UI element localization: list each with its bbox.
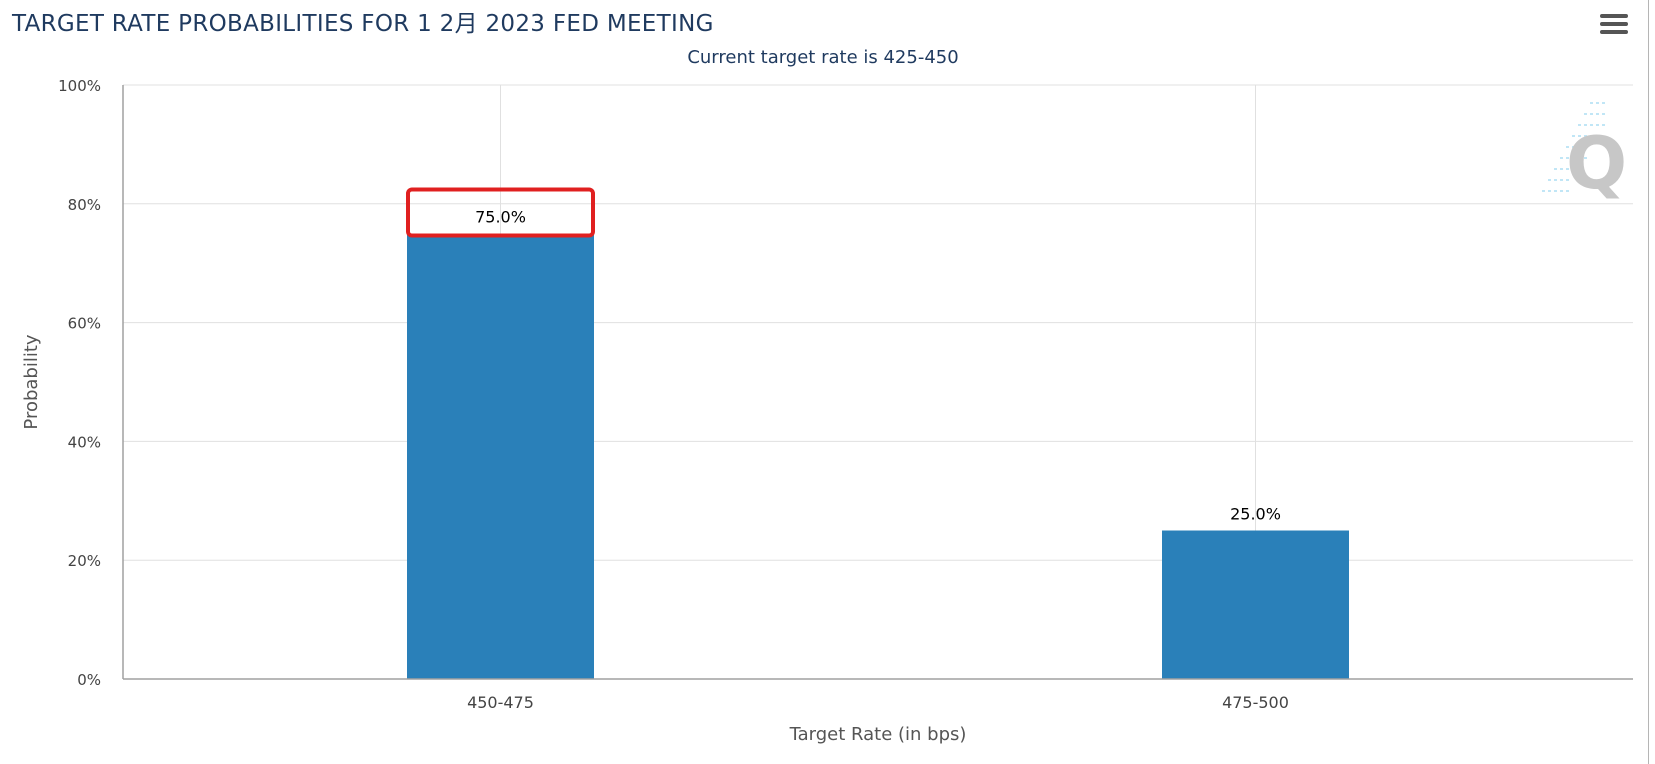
x-axis-title: Target Rate (in bps) [789, 724, 967, 745]
bar-475-500 [1162, 530, 1349, 679]
y-axis-title: Probability [21, 334, 42, 429]
x-tick-label: 475-500 [1222, 693, 1289, 712]
data-label: 75.0% [475, 208, 526, 227]
highlight-box [406, 187, 595, 238]
y-tick-label: 20% [68, 552, 101, 570]
y-tick-label: 100% [58, 77, 101, 95]
y-tick-label: 60% [68, 315, 101, 333]
y-tick-label: 80% [68, 196, 101, 214]
page-title: TARGET RATE PROBABILITIES FOR 1 2月 2023 … [12, 11, 714, 37]
data-label: 25.0% [1230, 505, 1281, 524]
menu-line [1600, 30, 1628, 34]
watermark-letter: Q [1566, 121, 1627, 205]
chart-subtitle: Current target rate is 425-450 [687, 47, 958, 68]
hamburger-menu-icon[interactable] [1600, 14, 1628, 40]
menu-line [1600, 22, 1628, 26]
menu-line [1600, 14, 1628, 18]
y-tick-label: 0% [77, 671, 101, 689]
panel-border [1648, 0, 1649, 764]
y-tick-label: 40% [68, 433, 101, 451]
bar-450-475 [407, 233, 594, 679]
q-logo-watermark: Q [1542, 102, 1627, 205]
x-tick-label: 450-475 [467, 693, 534, 712]
